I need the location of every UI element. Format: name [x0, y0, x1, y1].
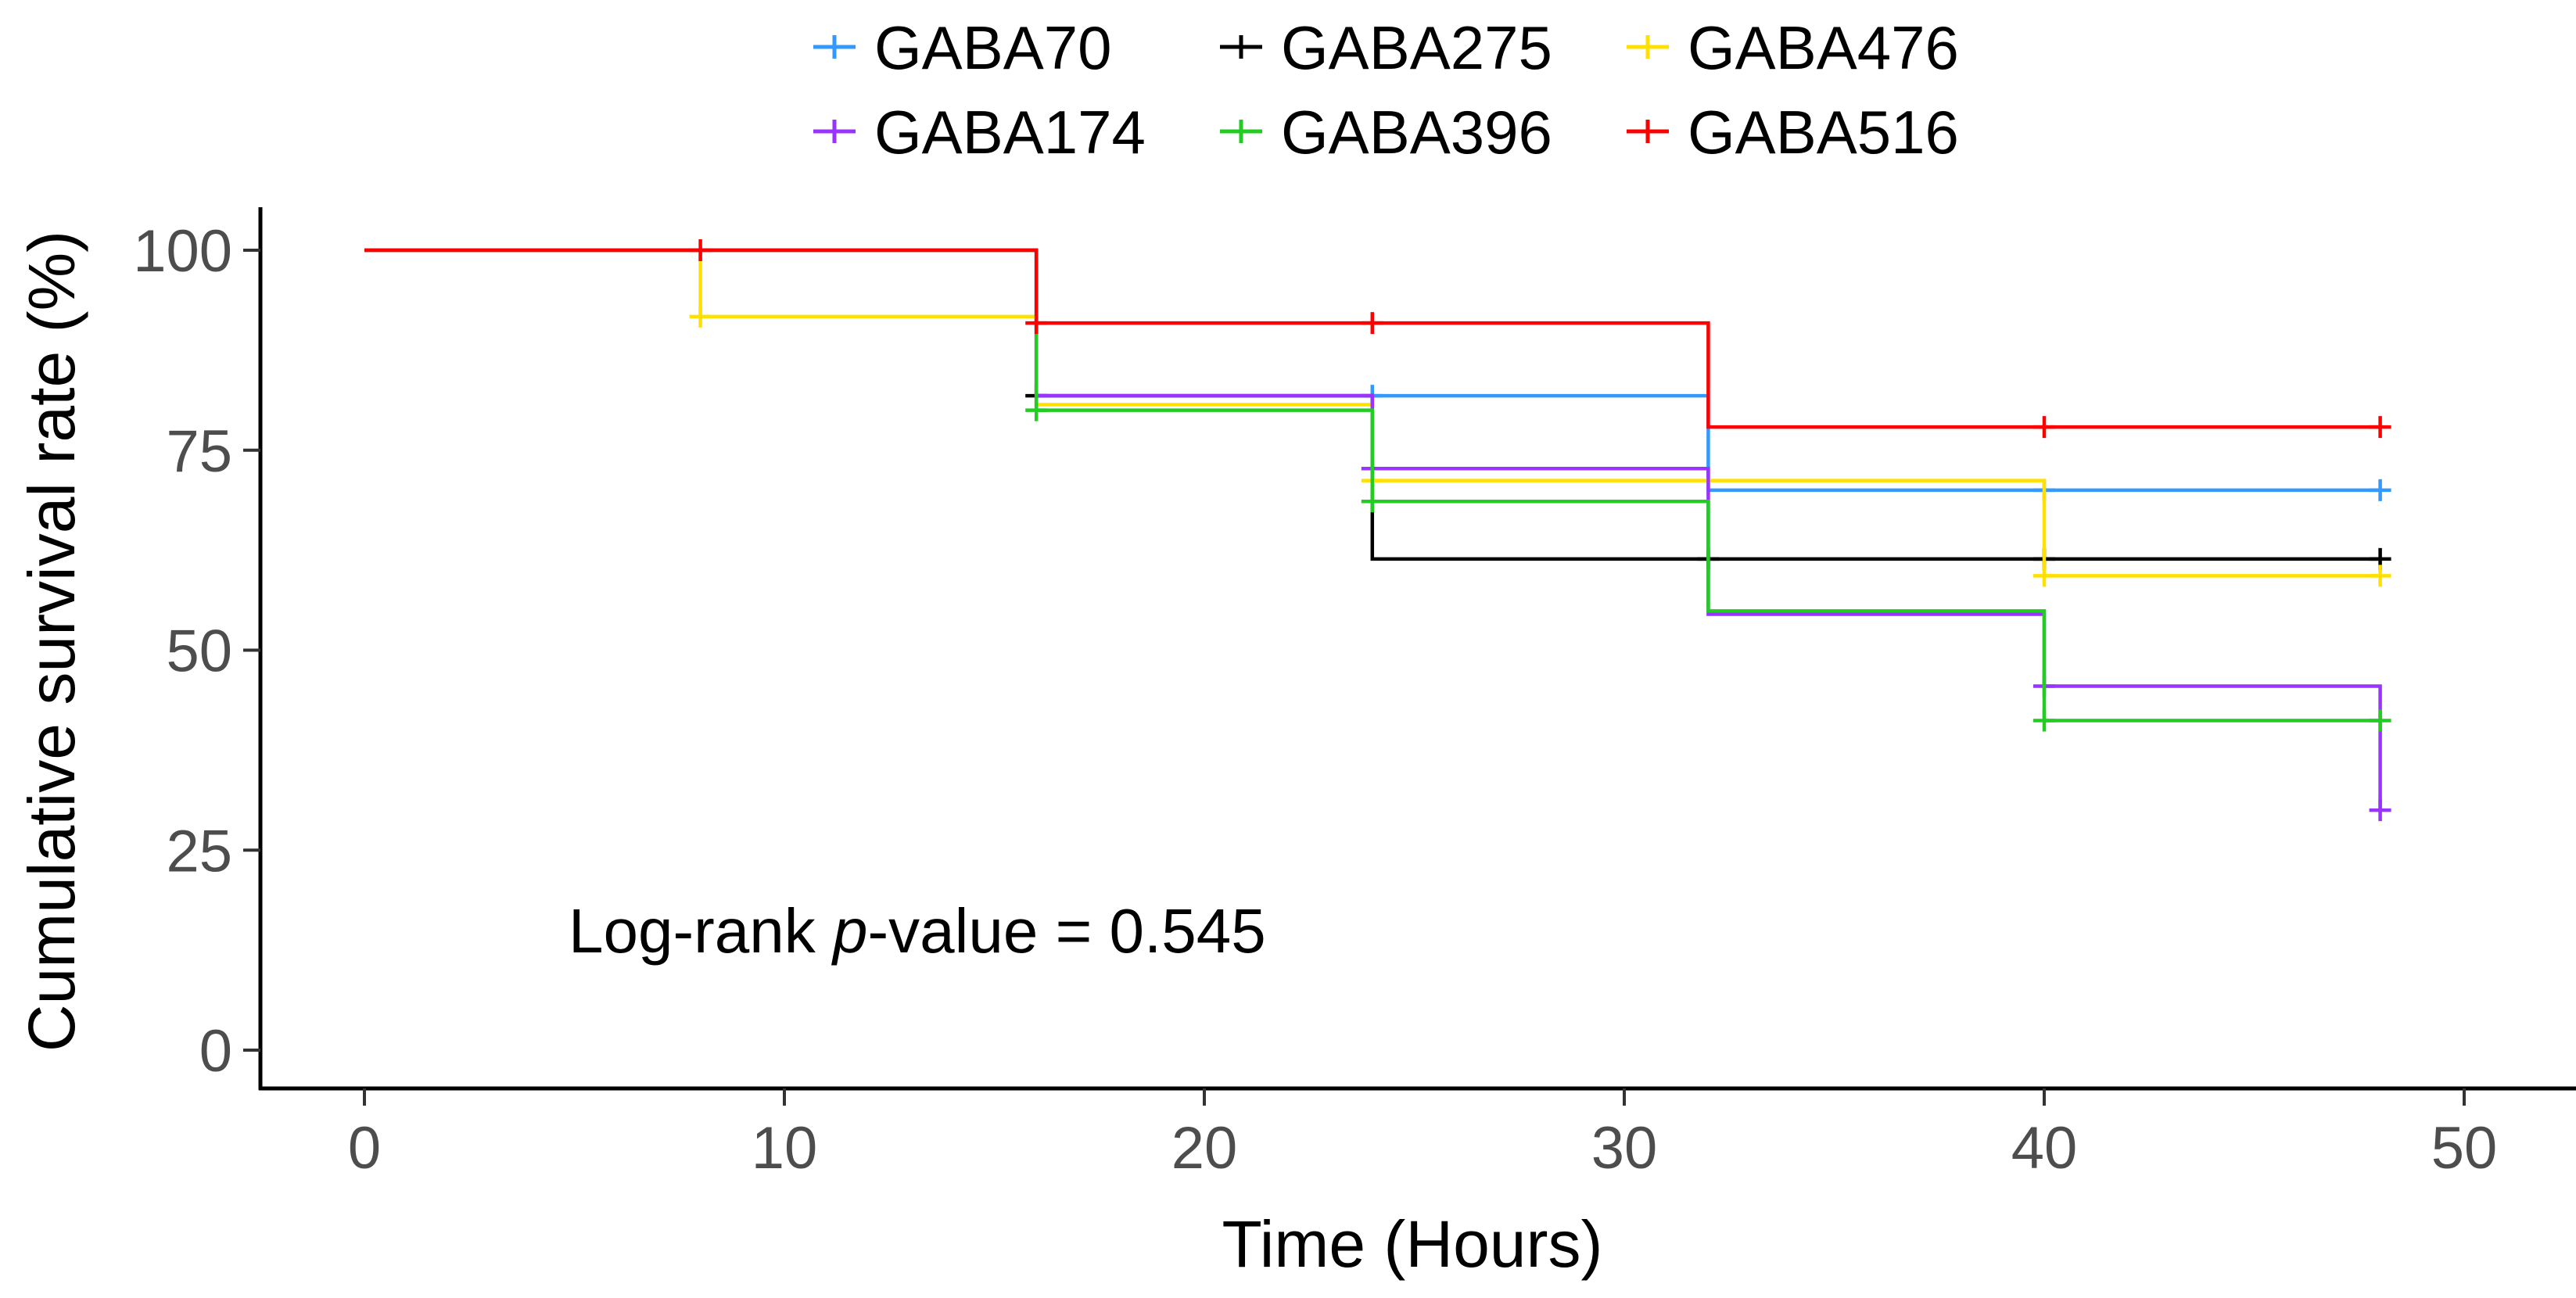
annotation-suffix: -value = 0.545: [867, 896, 1265, 966]
log-rank-annotation: Log-rank p-value = 0.545: [569, 896, 1266, 966]
legend-item-gaba174: GABA174: [813, 98, 1146, 167]
y-tick-label: 0: [199, 1018, 232, 1085]
legend-key: [1627, 120, 1669, 143]
censor-mark: [2369, 479, 2391, 501]
legend-label: GABA70: [874, 13, 1112, 82]
x-tick-label: 0: [348, 1115, 381, 1181]
censor-mark: [1361, 312, 1383, 335]
legend-key: [813, 35, 856, 59]
censor-mark: [1361, 490, 1383, 513]
y-tick-label: 100: [133, 218, 232, 285]
y-axis-title: Cumulative survival rate (%): [15, 231, 88, 1052]
legend-key: [1627, 35, 1669, 59]
censor-mark: [2033, 416, 2055, 439]
censor-mark: [2033, 565, 2055, 587]
x-tick-label: 30: [1591, 1115, 1658, 1181]
legend-item-gaba476: GABA476: [1627, 13, 1959, 82]
legend-label: GABA275: [1281, 13, 1552, 82]
legend-item-gaba516: GABA516: [1627, 98, 1959, 167]
legend-key: [1220, 120, 1262, 143]
plot-series: [364, 239, 2391, 822]
x-tick-label: 20: [1171, 1115, 1238, 1181]
censor-mark: [2369, 709, 2391, 732]
series-gaba70: [364, 248, 2391, 501]
series-gaba516: [364, 239, 2391, 439]
x-tick-label: 10: [752, 1115, 818, 1181]
censor-mark: [2369, 565, 2391, 587]
legend-key: [813, 120, 856, 143]
legend-item-gaba70: GABA70: [813, 13, 1112, 82]
x-tick-label: 40: [2011, 1115, 2078, 1181]
legend: GABA70 GABA275 GABA476 GABA174 GABA396 GABA51…: [813, 13, 1959, 167]
legend-label: GABA396: [1281, 98, 1552, 167]
series-gaba476: [364, 248, 2391, 587]
legend-item-gaba275: GABA275: [1220, 13, 1552, 82]
censor-mark: [2369, 416, 2391, 439]
km-curve-gaba476: [364, 248, 2380, 578]
legend-label: GABA476: [1688, 13, 1959, 82]
y-tick-label: 75: [166, 418, 232, 485]
censor-mark: [1025, 399, 1048, 421]
annotation-prefix: Log-rank: [569, 896, 833, 966]
series-gaba275: [364, 248, 2391, 570]
annotation-p: p: [831, 896, 868, 966]
x-tick-label: 50: [2431, 1115, 2498, 1181]
legend-label: GABA516: [1688, 98, 1959, 167]
censor-mark: [2033, 709, 2055, 732]
legend-item-gaba396: GABA396: [1220, 98, 1552, 167]
y-tick-label: 50: [166, 619, 232, 685]
censor-mark: [2369, 799, 2391, 822]
legend-label: GABA174: [874, 98, 1146, 167]
legend-key: [1220, 35, 1262, 59]
axes: 0 10 20 30 40 50 0 25 50 75 100: [133, 207, 2576, 1181]
censor-mark: [689, 305, 712, 328]
censor-mark: [689, 239, 712, 261]
series-gaba174: [364, 248, 2391, 822]
censor-mark: [1025, 312, 1048, 335]
x-axis-title: Time (Hours): [1222, 1207, 1603, 1281]
y-tick-label: 25: [166, 818, 232, 884]
